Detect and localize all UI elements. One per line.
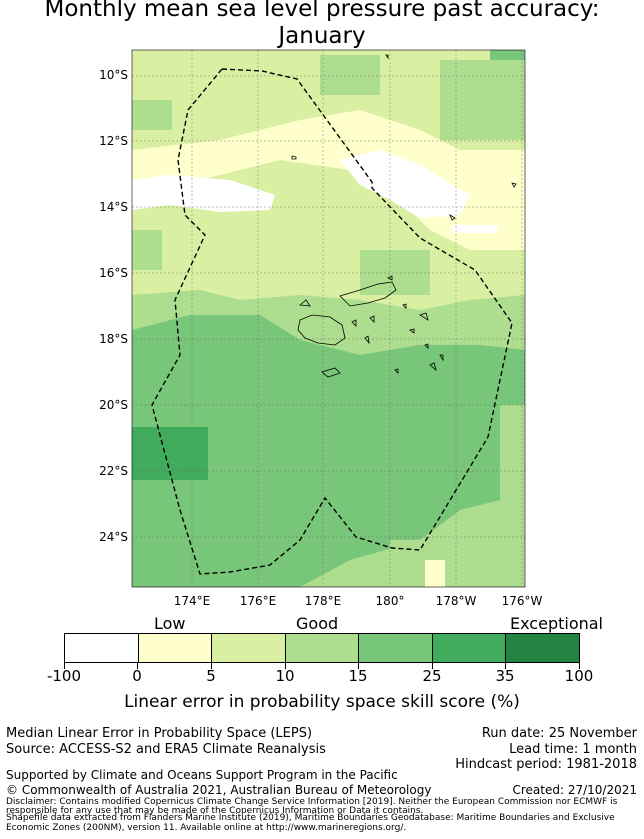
- source-text: Source: ACCESS-S2 and ERA5 Climate Reana…: [6, 742, 326, 757]
- colorbar-tick: [505, 663, 506, 669]
- colorbar-tick-label: 10: [275, 667, 295, 685]
- colorbar-tick-label: 100: [564, 667, 594, 685]
- lat-label: 18°S: [99, 332, 128, 346]
- field-patch: [320, 55, 380, 95]
- colorbar-tick-label: 25: [422, 667, 442, 685]
- field-patch: [132, 175, 275, 212]
- colorbar: [64, 633, 580, 663]
- colorbar-label: Linear error in probability space skill …: [124, 692, 520, 712]
- eez-boundary: [151, 68, 513, 575]
- field-patch: [340, 150, 470, 218]
- vanua-levu: [339, 281, 397, 307]
- colorbar-tick: [64, 663, 65, 669]
- field-patch: [132, 100, 172, 130]
- field-patch: [132, 560, 192, 587]
- colorbar-segment: [138, 634, 213, 662]
- colorbar-segment: [212, 634, 286, 662]
- colorbar-tick: [285, 663, 286, 669]
- skill-field: [132, 50, 525, 587]
- colorbar-segment: [285, 634, 360, 662]
- field-patch: [440, 60, 525, 140]
- fiji-islands: [291, 54, 517, 378]
- lon-label: 176°W: [501, 594, 543, 608]
- skill-map: [131, 49, 526, 588]
- support-text: Supported by Climate and Oceans Support …: [6, 768, 398, 782]
- legend-category-exceptional: Exceptional: [510, 614, 603, 633]
- kadavu: [321, 367, 341, 378]
- lat-label: 20°S: [99, 398, 128, 412]
- colorbar-tick: [579, 663, 580, 669]
- colorbar-tick-label: 5: [206, 667, 216, 685]
- copyright-text: © Commonwealth of Australia 2021, Austra…: [6, 783, 432, 797]
- colorbar-segment: [506, 634, 580, 662]
- colorbar-tick: [137, 663, 138, 669]
- disclaimer-line: Economic Zones (200NM), version 11. Avai…: [6, 823, 407, 833]
- colorbar-tick-label: 0: [132, 667, 142, 685]
- field-patch: [132, 315, 525, 587]
- lat-label: 10°S: [99, 68, 128, 82]
- colorbar-tick-label: 15: [348, 667, 368, 685]
- lon-label: 178°E: [304, 594, 342, 608]
- method-text: Median Linear Error in Probability Space…: [6, 726, 313, 741]
- lon-label: 176°E: [239, 594, 277, 608]
- field-patch: [500, 405, 525, 465]
- disclaimer-line: Disclaimer: Contains modified Copernicus…: [6, 797, 618, 807]
- lon-label: 174°E: [173, 594, 211, 608]
- colorbar-segment: [359, 634, 433, 662]
- lon-label: 178°W: [435, 594, 477, 608]
- colorbar-segment: [432, 634, 507, 662]
- lat-label: 16°S: [99, 266, 128, 280]
- colorbar-tick: [211, 663, 212, 669]
- lead-time: Lead time: 1 month: [509, 742, 637, 757]
- disclaimer-line: responsible for any use that may be made…: [6, 806, 424, 816]
- legend-category-low: Low: [154, 614, 186, 633]
- title-line-1: Monthly mean sea level pressure past acc…: [44, 0, 600, 22]
- run-date: Run date: 25 November: [481, 726, 637, 741]
- lat-label: 14°S: [99, 200, 128, 214]
- field-patch: [425, 560, 445, 587]
- created-date: Created: 27/10/2021: [512, 783, 637, 797]
- field-patch: [452, 225, 497, 233]
- map-title: Monthly mean sea level pressure past acc…: [0, 0, 644, 50]
- disclaimer-line: Shapefile data extracted from Flanders M…: [6, 813, 615, 823]
- colorbar-segment: [65, 634, 139, 662]
- legend-category-good: Good: [296, 614, 339, 633]
- lat-label: 12°S: [99, 134, 128, 148]
- viti-levu: [297, 314, 346, 346]
- lat-label: 22°S: [99, 464, 128, 478]
- hindcast-period: Hindcast period: 1981-2018: [455, 757, 637, 772]
- field-patch: [132, 230, 162, 270]
- colorbar-tick-label: -100: [46, 667, 82, 685]
- lon-label: 180°: [375, 594, 405, 608]
- colorbar-tick-label: 35: [495, 667, 515, 685]
- title-line-2: January: [278, 23, 366, 49]
- graticule: [132, 50, 525, 587]
- colorbar-tick: [432, 663, 433, 669]
- map-frame: [131, 49, 526, 588]
- lat-label: 24°S: [99, 530, 128, 544]
- colorbar-tick: [358, 663, 359, 669]
